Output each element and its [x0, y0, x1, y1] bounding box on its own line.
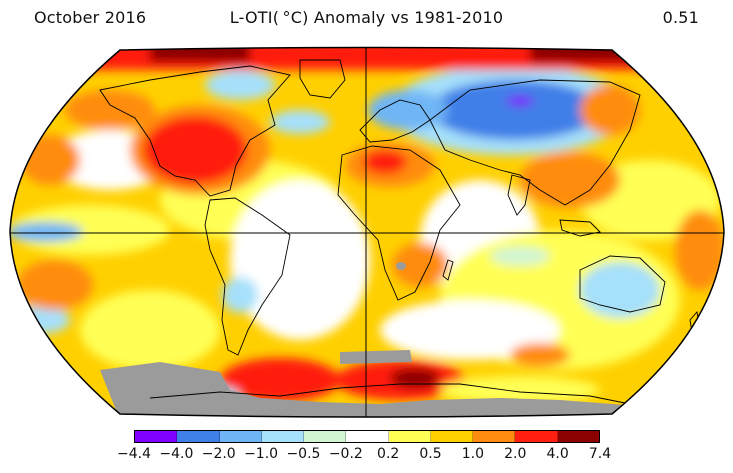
- globe-outline: [9, 46, 725, 418]
- legend-tick-label: 1.0: [461, 446, 485, 462]
- anomaly-zone: [80, 290, 220, 370]
- anomaly-zone: [490, 246, 550, 266]
- color-legend-bar: [134, 430, 600, 443]
- anomaly-zone: [530, 47, 640, 62]
- legend-tick-label: −2.0: [201, 446, 236, 462]
- anomaly-zone: [380, 300, 560, 360]
- map-title: L-OTI( °C) Anomaly vs 1981-2010: [229, 8, 504, 27]
- global-mean-value: 0.51: [662, 8, 699, 27]
- legend-tick-label: −4.0: [159, 446, 194, 462]
- anomaly-zone: [220, 358, 340, 402]
- anomaly-zone: [10, 222, 83, 242]
- anomaly-zone: [580, 262, 660, 318]
- anomaly-zone: [392, 243, 448, 287]
- anomaly-zone: [510, 343, 570, 367]
- legend-swatch: [304, 431, 347, 442]
- missing-data-region: [100, 362, 640, 417]
- legend-tick-label: 0.5: [419, 446, 442, 462]
- legend-tick-label: −4.4: [117, 446, 151, 462]
- anomaly-zone: [440, 376, 600, 404]
- legend-swatch: [388, 431, 431, 442]
- legend-tick-label: 2.0: [504, 446, 527, 462]
- anomaly-zone: [363, 150, 407, 174]
- legend-swatch: [557, 431, 599, 442]
- anomaly-zone: [675, 210, 724, 290]
- anomaly-zone: [150, 47, 250, 62]
- legend-tick-label: −0.5: [286, 446, 321, 462]
- map-date: October 2016: [34, 8, 147, 27]
- coastlines: [99, 59, 701, 405]
- legend-tick-label: 0.2: [377, 446, 400, 462]
- legend-swatch: [219, 431, 262, 442]
- anomaly-zone: [506, 96, 534, 106]
- legend-tick-label: −1.0: [244, 446, 279, 462]
- anomaly-zone: [430, 80, 600, 140]
- legend-swatch: [473, 431, 516, 442]
- legend-swatch: [515, 431, 558, 442]
- anomaly-zone: [270, 110, 330, 134]
- legend-tick-label: −0.2: [328, 446, 363, 462]
- anomaly-zone: [230, 180, 370, 340]
- anomaly-zone: [222, 277, 258, 313]
- anomaly-zone: [368, 90, 448, 130]
- anomaly-zone: [580, 85, 640, 135]
- missing-data-region: [340, 350, 412, 364]
- anomaly-zone: [390, 368, 440, 388]
- color-legend-ticks: −4.4 −4.0 −2.0 −1.0 −0.5 −0.2 0.2 0.5 1.0 2.0 4.0 7…: [0, 446, 733, 466]
- legend-tick-label: 4.0: [546, 446, 569, 462]
- legend-swatch: [346, 431, 389, 442]
- anomaly-zone: [65, 90, 155, 130]
- legend-swatch: [177, 431, 220, 442]
- anomaly-zone: [10, 205, 170, 255]
- anomaly-zone: [520, 152, 620, 208]
- anomaly-zone: [143, 116, 247, 184]
- anomaly-zone: [10, 306, 70, 334]
- anomaly-zone: [205, 70, 275, 100]
- legend-tick-label: 7.4: [588, 446, 612, 462]
- legend-swatch: [261, 431, 305, 442]
- missing-data-region: [396, 262, 406, 270]
- legend-swatch: [430, 431, 474, 442]
- anomaly-zone: [17, 260, 93, 310]
- legend-swatch: [135, 431, 178, 442]
